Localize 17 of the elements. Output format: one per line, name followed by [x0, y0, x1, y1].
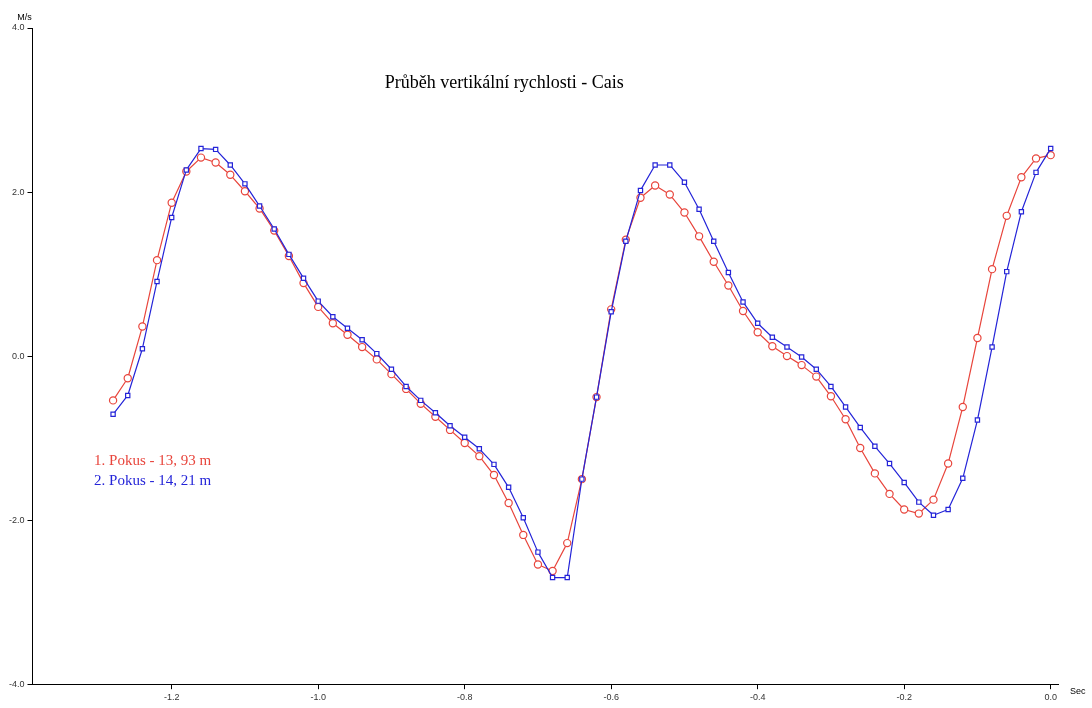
y-tick-label: -2.0	[8, 514, 25, 525]
y-tick-label: 4.0	[11, 22, 25, 33]
text: Průběh vertikální rychlosti - Cais	[384, 71, 624, 92]
text: 2. Pokus - 14, 21 m	[94, 472, 212, 489]
x-axis-title: Sec	[1070, 686, 1087, 697]
y-axis-title: M/s	[17, 11, 33, 22]
x-tick-label: -0.2	[896, 692, 912, 703]
x-tick-label: -0.4	[749, 692, 766, 703]
x-tick-label: -1.2	[163, 692, 180, 703]
x-tick-label: 0.0	[1044, 692, 1057, 703]
text: 1. Pokus - 13, 93 m	[94, 452, 212, 469]
y-tick-label: 0.0	[11, 350, 25, 361]
y-tick-label: 2.0	[11, 186, 25, 197]
x-tick-label: -0.8	[456, 692, 473, 703]
y-tick-label: -4.0	[8, 678, 25, 689]
x-tick-label: -0.6	[603, 692, 619, 703]
x-tick-label: -1.0	[310, 692, 326, 703]
